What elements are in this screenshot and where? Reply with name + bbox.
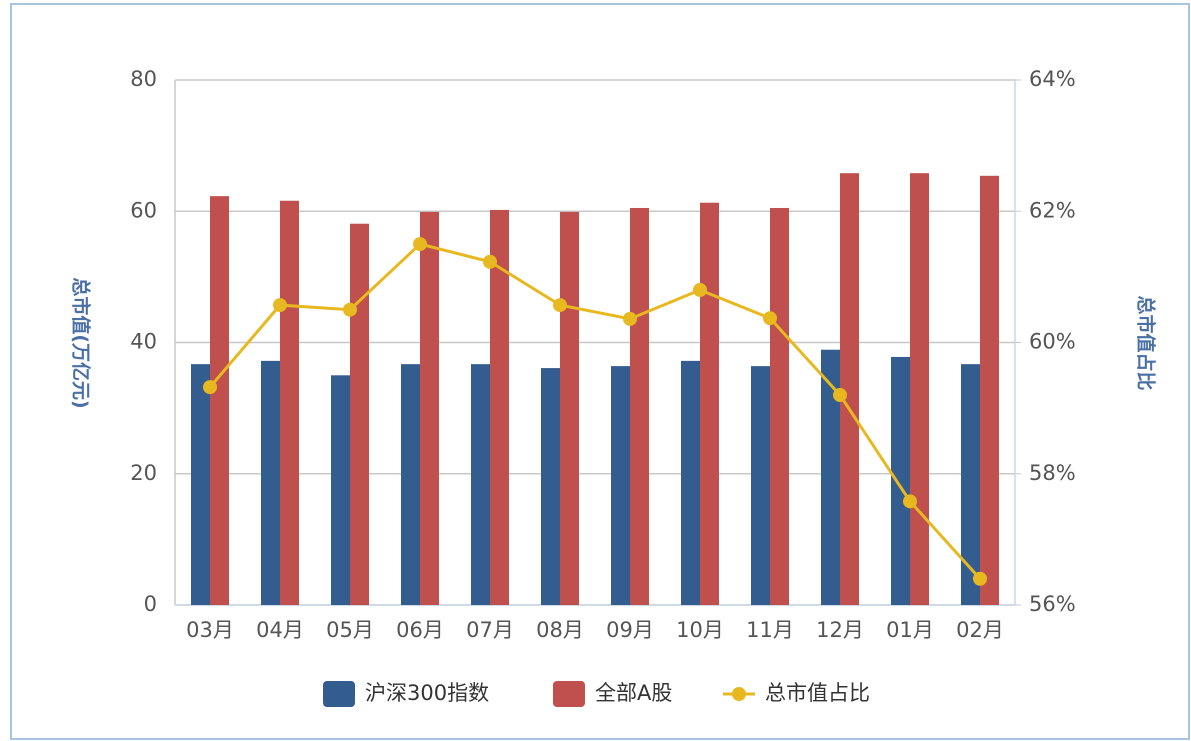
- bar: [350, 223, 369, 605]
- bar: [821, 349, 840, 605]
- line-point: [903, 494, 917, 509]
- y2-axis-title: 总市值占比: [1135, 295, 1158, 390]
- y-tick-label: 60: [130, 198, 157, 222]
- y-tick-label: 40: [130, 330, 157, 354]
- bar: [961, 364, 980, 605]
- y2-tick-label: 60%: [1029, 330, 1076, 354]
- bar: [700, 202, 719, 605]
- bar: [490, 209, 509, 605]
- legend-marker: [732, 687, 746, 701]
- y-tick-label: 80: [130, 67, 157, 91]
- bar: [280, 200, 299, 605]
- legend-label: 沪深300指数: [365, 681, 489, 705]
- bar: [840, 173, 859, 605]
- line-point: [483, 254, 497, 269]
- line-point: [623, 311, 637, 326]
- x-tick-label: 10月: [676, 618, 724, 642]
- x-tick-label: 12月: [816, 618, 864, 642]
- x-tick-label: 01月: [886, 618, 934, 642]
- bar: [331, 375, 350, 605]
- frame: [10, 3, 1190, 740]
- legend-swatch: [553, 681, 585, 707]
- legend-label: 全部A股: [595, 681, 672, 705]
- bar: [980, 175, 999, 605]
- y2-tick-label: 56%: [1029, 592, 1076, 616]
- line-point: [763, 311, 777, 326]
- x-tick-label: 08月: [536, 618, 584, 642]
- line-point: [413, 237, 427, 252]
- y2-tick-label: 64%: [1029, 67, 1076, 91]
- y-tick-label: 0: [144, 592, 157, 616]
- line: [208, 242, 982, 580]
- bar: [261, 360, 280, 605]
- x-tick-label: 03月: [186, 618, 234, 642]
- bar: [770, 207, 789, 605]
- x-tick-label: 04月: [256, 618, 304, 642]
- line-point: [833, 388, 847, 402]
- x-tick-label: 11月: [746, 618, 794, 642]
- y-axis-title: 总市值(万亿元): [70, 277, 93, 408]
- x-tick-label: 05月: [326, 618, 374, 642]
- y2-tick-label: 62%: [1029, 198, 1076, 222]
- bar: [420, 211, 439, 605]
- bar: [541, 368, 560, 605]
- y2-tick-label: 58%: [1029, 461, 1076, 485]
- legend-swatch: [323, 681, 355, 707]
- bar: [630, 207, 649, 605]
- line-point: [273, 298, 287, 313]
- bar: [210, 196, 229, 605]
- bar: [751, 366, 770, 605]
- bar: [681, 360, 700, 605]
- bar: [471, 364, 490, 605]
- x-tick-label: 09月: [606, 618, 654, 642]
- bar: [191, 364, 210, 605]
- x-tick-label: 02月: [956, 618, 1004, 642]
- bar: [401, 364, 420, 605]
- line-point: [693, 283, 707, 297]
- x-tick-label: 06月: [396, 618, 444, 642]
- bar: [611, 366, 630, 605]
- x-tick-label: 07月: [466, 618, 514, 642]
- y-tick-label: 20: [130, 461, 157, 485]
- legend-label: 总市值占比: [765, 681, 870, 705]
- line-point: [203, 380, 217, 395]
- bar: [560, 211, 579, 605]
- line-point: [553, 298, 567, 313]
- bar: [910, 173, 929, 605]
- line-point: [343, 302, 357, 317]
- bar: [891, 356, 910, 605]
- line-point: [973, 571, 987, 586]
